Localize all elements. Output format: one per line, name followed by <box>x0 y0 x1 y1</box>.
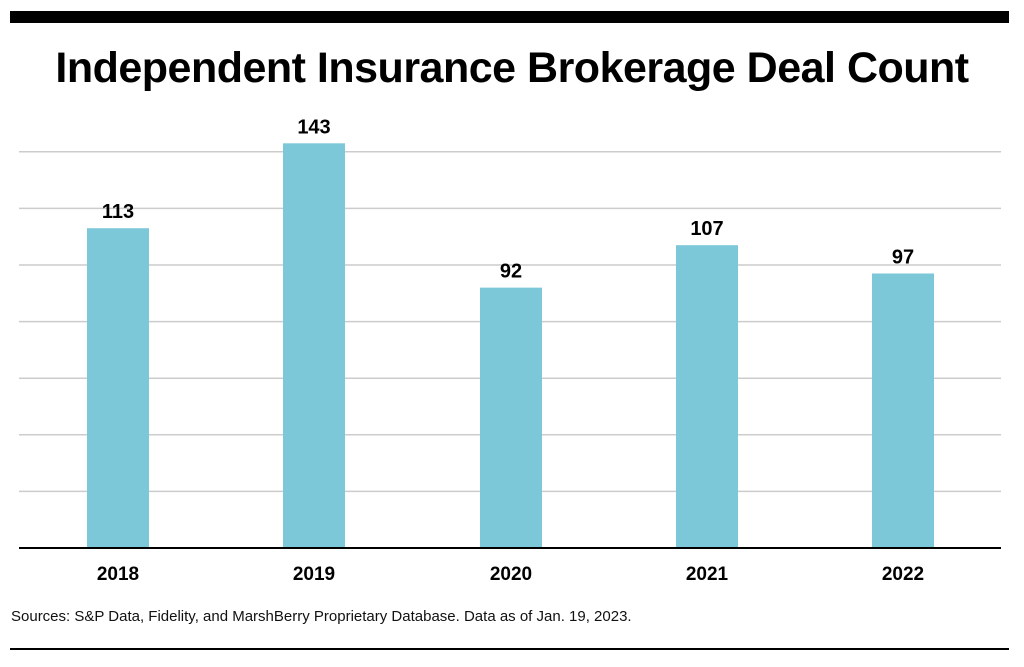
x-tick-2022: 2022 <box>882 564 924 585</box>
data-label-2022: 97 <box>892 246 914 268</box>
x-tick-2019: 2019 <box>293 564 335 585</box>
top-rule <box>10 11 1009 23</box>
data-label-2019: 143 <box>297 116 330 138</box>
data-label-2021: 107 <box>690 218 723 240</box>
bar-2020 <box>480 287 542 548</box>
data-labels: 113 143 92 107 97 <box>102 116 914 282</box>
bar-2022 <box>872 273 934 548</box>
x-tick-labels: 2018 2019 2020 2021 2022 <box>97 564 924 585</box>
bars <box>87 143 934 548</box>
data-label-2018: 113 <box>102 201 134 223</box>
data-label-2020: 92 <box>500 261 522 283</box>
x-tick-2018: 2018 <box>97 564 139 585</box>
x-tick-2020: 2020 <box>490 564 532 585</box>
bar-2018 <box>87 228 149 548</box>
source-note: Sources: S&P Data, Fidelity, and MarshBe… <box>11 608 632 625</box>
bottom-rule <box>10 648 1009 650</box>
bar-chart: 113 143 92 107 97 2018 2019 2020 2021 2022 <box>19 116 1001 585</box>
bar-2019 <box>283 143 345 548</box>
chart-title: Independent Insurance Brokerage Deal Cou… <box>55 44 969 92</box>
x-tick-2021: 2021 <box>686 564 729 585</box>
bar-2021 <box>676 245 738 548</box>
